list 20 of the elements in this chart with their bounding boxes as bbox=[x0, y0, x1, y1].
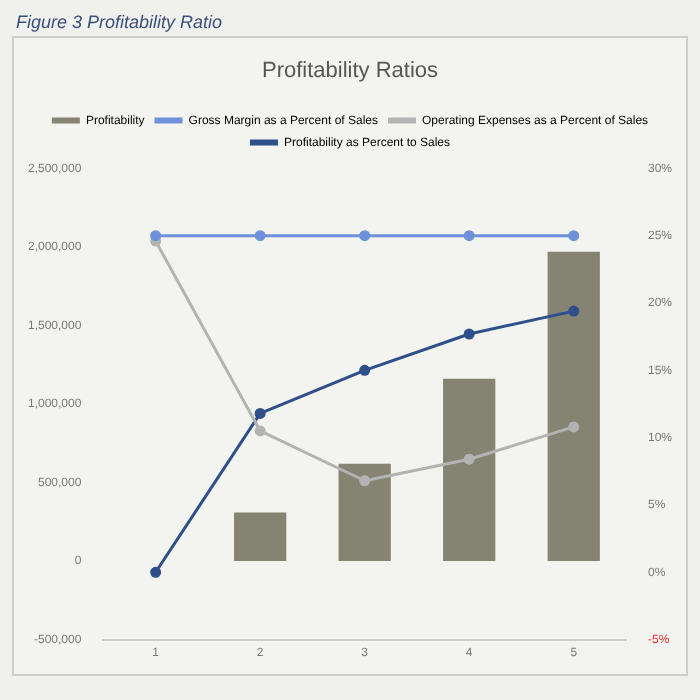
point bbox=[568, 305, 580, 317]
point bbox=[254, 230, 266, 242]
point bbox=[359, 475, 371, 487]
chart-title: Profitability Ratios bbox=[261, 59, 440, 84]
point bbox=[359, 230, 371, 242]
bar bbox=[547, 251, 600, 562]
point bbox=[568, 421, 580, 433]
point bbox=[150, 566, 162, 578]
caption: Figure 3 Profitability Ratio bbox=[14, 10, 225, 36]
point bbox=[254, 425, 266, 437]
bar bbox=[443, 378, 496, 562]
point bbox=[463, 453, 475, 465]
point bbox=[359, 364, 371, 376]
bar bbox=[234, 512, 287, 562]
bar bbox=[338, 463, 391, 562]
point bbox=[463, 328, 475, 340]
point bbox=[463, 230, 475, 242]
point bbox=[150, 230, 162, 242]
point bbox=[254, 407, 266, 419]
point bbox=[568, 230, 580, 242]
